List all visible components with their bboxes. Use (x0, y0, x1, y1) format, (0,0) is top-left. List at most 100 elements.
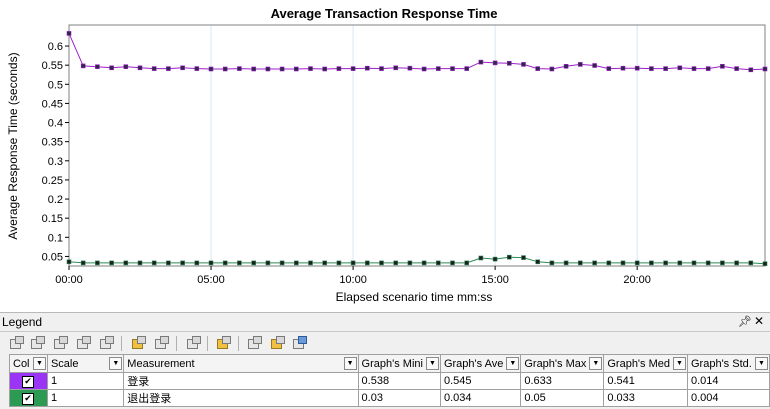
chevron-down-icon[interactable]: ▼ (506, 357, 520, 370)
col-header-measurement[interactable]: Measurement ▼ (123, 354, 359, 373)
data-point (663, 66, 668, 71)
chevron-down-icon[interactable]: ▼ (343, 357, 357, 370)
legend-row[interactable]: ✔ 1 退出登录 0.03 0.034 0.05 0.033 0.004 (9, 389, 770, 407)
col-header-std[interactable]: Graph's Std. ▼ (687, 354, 770, 373)
show-only-selected-icon[interactable] (30, 336, 45, 350)
median-cell: 0.033 (603, 389, 688, 407)
series-line-1 (68, 256, 766, 265)
data-point (478, 59, 484, 65)
data-point (748, 260, 754, 266)
data-point (137, 260, 143, 266)
data-point (336, 66, 342, 71)
pin-icon[interactable]: 📌︎ (738, 315, 752, 328)
close-icon[interactable]: ✕ (754, 314, 765, 328)
toolbar-separator (207, 336, 208, 351)
data-point (393, 65, 399, 71)
data-point (222, 66, 228, 72)
col-header-median[interactable]: Graph's Med ▼ (603, 354, 688, 373)
export-icon[interactable] (247, 336, 262, 350)
data-point (592, 63, 597, 68)
data-point (80, 63, 86, 69)
data-point (322, 260, 328, 266)
data-point (66, 31, 72, 36)
hide-selected-icon[interactable] (53, 336, 68, 350)
data-point (663, 260, 668, 266)
data-point (265, 260, 271, 266)
configure-measurements-icon[interactable] (9, 336, 24, 350)
chart-title: Average Transaction Response Time (271, 6, 498, 21)
col-header-avg[interactable]: Graph's Ave ▼ (439, 354, 522, 373)
data-point (606, 66, 612, 71)
data-point (151, 260, 157, 266)
data-point (293, 66, 299, 72)
x-tick-label: 05:00 (197, 274, 225, 286)
data-point (350, 260, 356, 266)
chevron-down-icon[interactable]: ▼ (589, 357, 603, 370)
y-tick-label: 0.6 (48, 41, 63, 53)
y-tick-label: 0.5 (48, 79, 63, 91)
chevron-down-icon[interactable]: ▼ (755, 357, 768, 370)
data-point (563, 260, 569, 266)
show-checkbox[interactable]: ✔ (22, 376, 34, 388)
data-point (137, 65, 143, 71)
data-point (535, 259, 541, 265)
x-ticks: 00:00 05:00 10:00 15:00 20:00 (55, 266, 651, 286)
series-line-0 (68, 33, 766, 71)
chevron-down-icon[interactable]: ▼ (673, 357, 686, 370)
data-point (421, 260, 427, 266)
avg-cell: 0.545 (439, 372, 522, 390)
chevron-down-icon[interactable]: ▼ (425, 357, 439, 370)
data-point (279, 260, 285, 266)
legend-title: Legend (2, 315, 43, 329)
choose-columns-icon[interactable] (216, 336, 231, 350)
show-all-icon[interactable] (76, 336, 91, 350)
data-point (166, 66, 171, 71)
toolbar-separator (238, 336, 239, 351)
data-point (208, 260, 214, 266)
data-point (450, 66, 455, 71)
chevron-down-icon[interactable]: ▼ (32, 357, 46, 370)
y-tick-label: 0.2 (48, 194, 63, 206)
highlight-icon[interactable] (131, 336, 146, 350)
y-tick-label: 0.4 (48, 118, 63, 130)
series-color-swatch[interactable]: ✔ (9, 389, 48, 407)
data-point (109, 260, 114, 266)
col-header-min[interactable]: Graph's Mini ▼ (357, 354, 441, 373)
y-tick-label: 0.45 (42, 98, 63, 110)
data-point (194, 260, 200, 266)
data-point (180, 260, 185, 266)
scale-cell: 1 (46, 389, 125, 407)
filter-icon[interactable] (99, 336, 114, 350)
col-header-color[interactable]: Col ▼ (9, 354, 48, 373)
data-point (521, 255, 526, 260)
data-point (677, 65, 683, 71)
data-point (222, 260, 228, 266)
max-cell: 0.05 (520, 389, 605, 407)
data-point (762, 261, 768, 267)
std-cell: 0.004 (687, 389, 770, 407)
auto-correlate-icon[interactable] (154, 336, 169, 350)
data-point (506, 254, 512, 260)
data-point (80, 260, 86, 266)
data-point (308, 66, 313, 71)
y-tick-label: 0.15 (42, 213, 63, 225)
chevron-down-icon[interactable]: ▼ (109, 357, 123, 370)
data-point (620, 260, 626, 266)
data-point (734, 66, 739, 71)
measure-icon[interactable] (270, 336, 285, 350)
legend-row[interactable]: ✔ 1 登录 0.538 0.545 0.633 0.541 0.014 (9, 372, 770, 390)
save-icon[interactable] (292, 336, 307, 350)
median-cell: 0.541 (603, 372, 688, 390)
y-ticks: 0.05 0.1 0.15 0.2 0.25 0.3 0.35 0.4 0.45 0.5 0.55 0… (42, 41, 69, 263)
data-point (549, 260, 555, 266)
data-point (492, 60, 498, 66)
x-tick-label: 15:00 (481, 274, 509, 286)
series-color-swatch[interactable]: ✔ (9, 372, 48, 390)
col-header-max[interactable]: Graph's Max ▼ (520, 354, 605, 373)
configure-columns-icon[interactable] (186, 336, 201, 350)
show-checkbox[interactable]: ✔ (22, 393, 34, 405)
data-point (577, 62, 583, 67)
data-point (407, 65, 413, 71)
response-time-chart: Average Transaction Response Time Averag… (6, 6, 768, 304)
col-header-scale[interactable]: Scale ▼ (46, 354, 125, 373)
